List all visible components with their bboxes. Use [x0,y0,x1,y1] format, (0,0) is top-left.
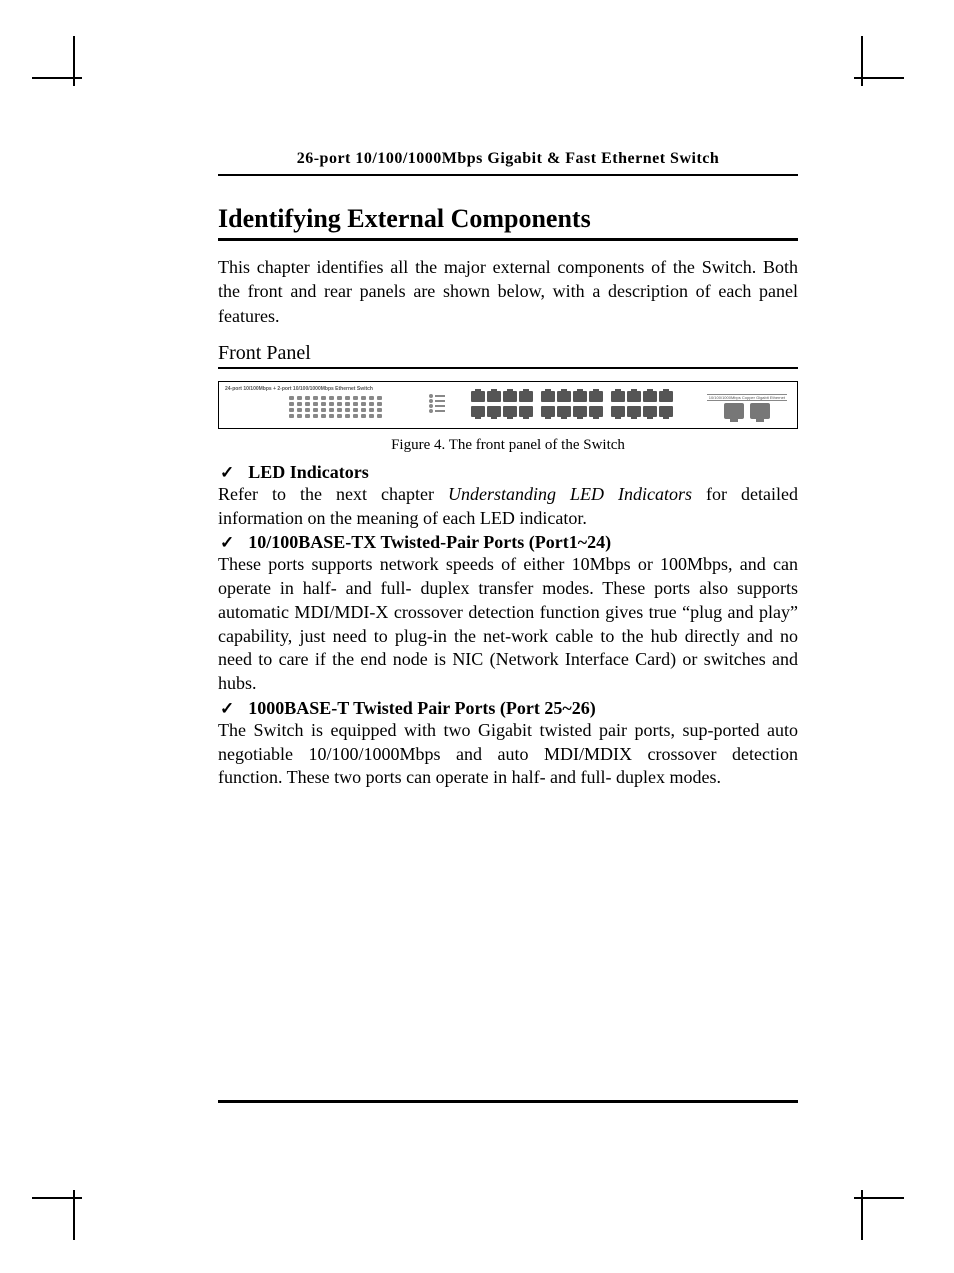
section-led-indicators: ✓ LED Indicators Refer to the next chapt… [218,462,798,531]
crop-mark [854,77,904,79]
section-1000-ports: ✓ 1000BASE-T Twisted Pair Ports (Port 25… [218,698,798,790]
title-rule [218,238,798,241]
front-panel-figure: 24-port 10/100Mbps + 2-port 10/100/1000M… [218,381,798,429]
page-content: 26-port 10/100/1000Mbps Gigabit & Fast E… [218,150,798,792]
gigabit-port [724,403,744,419]
rj45-port-groups [471,391,673,417]
section-10-100-ports: ✓ 10/100BASE-TX Twisted-Pair Ports (Port… [218,532,798,696]
checkmark-icon: ✓ [220,699,234,719]
section-body: Refer to the next chapter Understanding … [218,483,798,531]
section-body: These ports supports network speeds of e… [218,553,798,696]
port-group [471,391,533,417]
figure-device-label: 24-port 10/100Mbps + 2-port 10/100/1000M… [225,386,373,392]
footer-rule [218,1100,798,1103]
gigabit-ports: 10/100/1000Mbps Copper Gigabit Ethernet [707,394,787,419]
intro-paragraph: This chapter identifies all the major ex… [218,255,798,328]
gigabit-label: 10/100/1000Mbps Copper Gigabit Ethernet [707,394,787,401]
crop-mark [32,77,82,79]
section-title: 10/100BASE-TX Twisted-Pair Ports (Port1~… [248,532,611,553]
crop-mark [32,1197,82,1199]
section-body: The Switch is equipped with two Gigabit … [218,719,798,790]
crop-mark [854,1197,904,1199]
section-title: 1000BASE-T Twisted Pair Ports (Port 25~2… [248,698,596,719]
led-legend [429,394,445,413]
figure-caption: Figure 4. The front panel of the Switch [218,437,798,454]
checkmark-icon: ✓ [220,463,234,483]
chapter-title: Identifying External Components [218,204,798,234]
led-row [289,414,419,418]
section-heading-front-panel: Front Panel [218,342,798,369]
checkmark-icon: ✓ [220,533,234,553]
led-row [289,402,419,406]
port-group [541,391,603,417]
running-header: 26-port 10/100/1000Mbps Gigabit & Fast E… [218,150,798,176]
led-row [289,396,419,400]
gigabit-port [750,403,770,419]
section-title: LED Indicators [248,462,369,483]
led-indicator-block [289,396,419,422]
led-row [289,408,419,412]
port-group [611,391,673,417]
